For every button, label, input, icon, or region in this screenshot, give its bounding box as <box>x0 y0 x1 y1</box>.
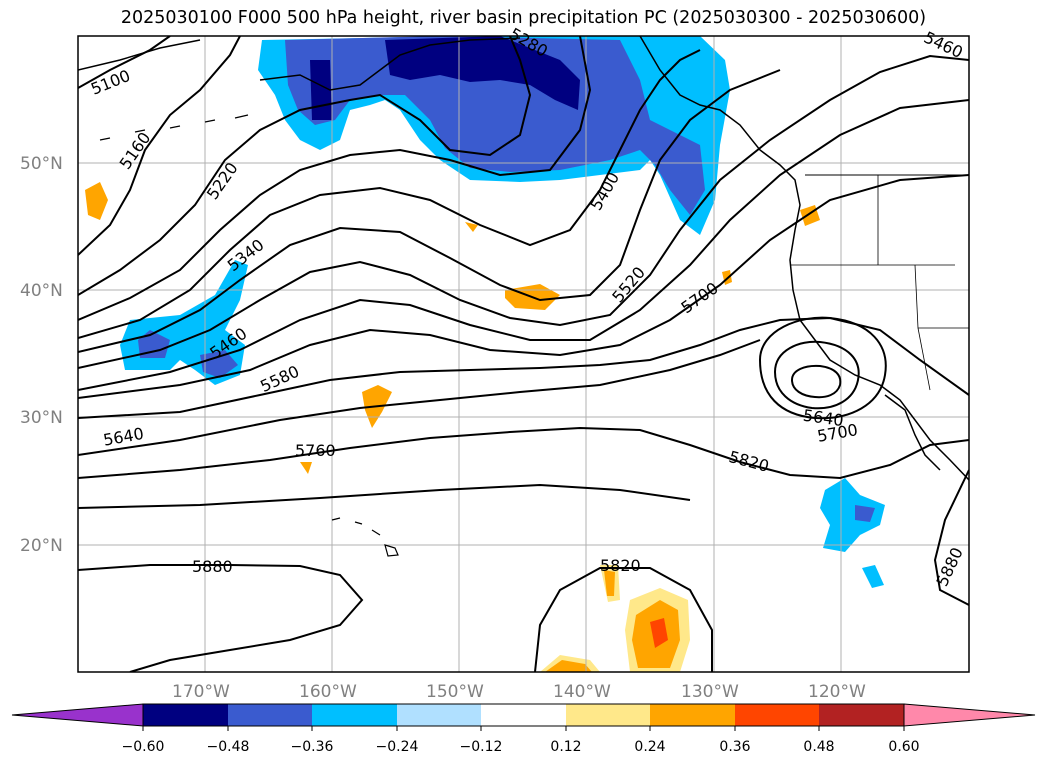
contour-5880-east <box>933 469 969 606</box>
lat-label: 20°N <box>20 536 63 556</box>
latitude-labels: 50°N 40°N 30°N 20°N <box>20 154 63 556</box>
colorbar: −0.60 −0.48 −0.36 −0.24 −0.12 0.12 0.24 … <box>11 703 1036 755</box>
contour-5100 <box>78 36 171 89</box>
baja-coast <box>884 394 941 471</box>
colorbar-tick-label: −0.48 <box>207 739 250 755</box>
shade-pacific-nw-mid <box>285 36 705 215</box>
colorbar-bin <box>566 704 650 726</box>
shade-pacific-nw-dark <box>310 36 580 120</box>
lon-label: 170°W <box>172 682 230 702</box>
lon-label: 130°W <box>681 682 739 702</box>
contour-5580 <box>78 174 969 399</box>
shade-east-pacific-light <box>820 478 885 588</box>
colorbar-bin <box>228 704 312 726</box>
contour-5820 <box>78 483 691 509</box>
colorbar-bin <box>397 704 481 726</box>
colorbar-tick-label: −0.60 <box>122 739 165 755</box>
colorbar-tick-label: 0.48 <box>803 739 834 755</box>
contour-label: 5760 <box>295 441 336 460</box>
colorbar-low-extend <box>11 703 144 727</box>
lat-label: 30°N <box>20 408 63 428</box>
aleutian-islands <box>99 114 249 141</box>
contour-label: 5820 <box>727 447 771 476</box>
height-contours <box>78 36 969 672</box>
contour-low-outer <box>758 316 887 420</box>
colorbar-bin <box>650 704 735 726</box>
map-title: 2025030100 F000 500 hPa height, river ba… <box>120 8 927 28</box>
lat-label: 50°N <box>20 154 63 174</box>
colorbar-high-extend <box>903 703 1036 727</box>
colorbar-frame <box>142 703 905 727</box>
contour-5520 <box>78 99 969 391</box>
contour-label: 5820 <box>600 556 641 575</box>
contour-label: 5700 <box>677 278 721 317</box>
colorbar-bin <box>735 704 819 726</box>
contour-5700 <box>78 339 761 456</box>
contour-5760 <box>78 426 969 480</box>
precip-shading <box>85 36 885 672</box>
shade-aleutian-mid <box>138 330 238 378</box>
map-plot-area <box>78 36 969 672</box>
shade-east-pacific-mid <box>855 505 875 522</box>
colorbar-tick-label: −0.12 <box>460 739 503 755</box>
colorbar-tick-label: −0.24 <box>376 739 419 755</box>
contour-5880-south <box>534 567 713 672</box>
contour-5460 <box>78 54 969 369</box>
colorbar-tick-label: 0.12 <box>550 739 581 755</box>
state-borders <box>790 175 969 391</box>
contour-5220 <box>78 36 532 296</box>
longitude-labels: 170°W 160°W 150°W 140°W 130°W 120°W <box>172 682 866 702</box>
contour-5880-west <box>78 564 364 672</box>
contour-5400 <box>78 69 781 353</box>
contour-5160 <box>78 36 241 256</box>
colorbar-bin <box>143 704 228 726</box>
contour-label: 5880 <box>192 557 233 576</box>
contour-low-inner <box>790 364 842 399</box>
north-america-coast <box>639 36 969 481</box>
contour-low-mid <box>773 340 860 410</box>
contour-label: 5220 <box>203 159 242 203</box>
coastlines <box>78 36 969 557</box>
graticule <box>78 36 969 672</box>
colorbar-tick-label: 0.24 <box>634 739 665 755</box>
colorbar-tick-label: −0.36 <box>291 739 334 755</box>
lon-label: 120°W <box>808 682 866 702</box>
lat-label: 40°N <box>20 281 63 301</box>
colorbar-tick-label: 0.36 <box>719 739 750 755</box>
colorbar-bin <box>312 704 397 726</box>
contour-5340 <box>78 49 701 339</box>
colorbar-bin <box>819 704 904 726</box>
contour-5280 <box>78 36 592 321</box>
shade-pos-south-mid <box>545 570 680 672</box>
hawaii-islands <box>331 517 399 557</box>
lon-label: 140°W <box>553 682 611 702</box>
map-frame <box>77 35 970 673</box>
colorbar-tick-label: 0.60 <box>888 739 919 755</box>
colorbar-ticks <box>142 726 905 731</box>
lon-label: 150°W <box>426 682 484 702</box>
contour-label: 5160 <box>116 129 155 173</box>
alaska-coast <box>78 37 521 91</box>
lon-label: 160°W <box>299 682 357 702</box>
shade-pos-south-strong <box>650 618 668 648</box>
colorbar-bin <box>481 704 566 726</box>
